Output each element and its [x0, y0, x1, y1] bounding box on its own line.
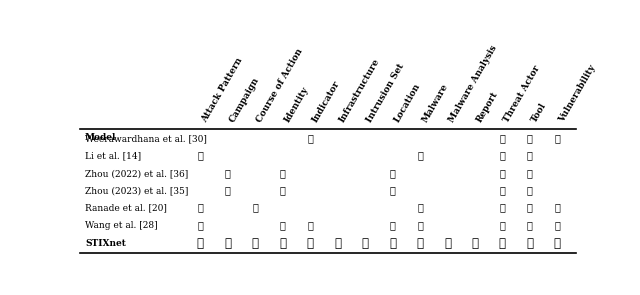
Text: ✓: ✓: [554, 134, 560, 143]
Text: ✓: ✓: [499, 237, 506, 250]
Text: ✓: ✓: [554, 221, 560, 230]
Text: ✓: ✓: [499, 221, 506, 230]
Text: ✓: ✓: [197, 151, 204, 160]
Text: ✓: ✓: [527, 169, 532, 178]
Text: Threat Actor: Threat Actor: [502, 64, 542, 124]
Text: ✓: ✓: [526, 237, 533, 250]
Text: ✓: ✓: [527, 204, 532, 213]
Text: Zhou (2022) et al. [36]: Zhou (2022) et al. [36]: [85, 169, 188, 178]
Text: Intrusion Set: Intrusion Set: [365, 62, 406, 124]
Text: ✓: ✓: [527, 134, 532, 143]
Text: ✓: ✓: [280, 186, 285, 195]
Text: Malware: Malware: [420, 82, 449, 124]
Text: ✓: ✓: [554, 237, 561, 250]
Text: ✓: ✓: [499, 204, 506, 213]
Text: Tool: Tool: [530, 101, 548, 124]
Text: Malware Analysis: Malware Analysis: [447, 44, 499, 124]
Text: ✓: ✓: [499, 134, 506, 143]
Text: Vulnerability: Vulnerability: [557, 63, 598, 124]
Text: Zhou (2023) et al. [35]: Zhou (2023) et al. [35]: [85, 186, 188, 195]
Text: ✓: ✓: [307, 237, 314, 250]
Text: Course of Action: Course of Action: [255, 47, 305, 124]
Text: ✓: ✓: [280, 169, 285, 178]
Text: ✓: ✓: [554, 204, 560, 213]
Text: Infrastructure: Infrastructure: [338, 57, 381, 124]
Text: ✓: ✓: [307, 134, 313, 143]
Text: ✓: ✓: [334, 237, 341, 250]
Text: ✓: ✓: [472, 237, 479, 250]
Text: ✓: ✓: [417, 204, 423, 213]
Text: ✓: ✓: [499, 186, 506, 195]
Text: ✓: ✓: [279, 237, 286, 250]
Text: ✓: ✓: [252, 237, 259, 250]
Text: ✓: ✓: [417, 237, 424, 250]
Text: ✓: ✓: [499, 151, 506, 160]
Text: Attack Pattern: Attack Pattern: [200, 56, 244, 124]
Text: ✓: ✓: [389, 237, 396, 250]
Text: Indicator: Indicator: [310, 79, 341, 124]
Text: ✓: ✓: [362, 237, 369, 250]
Text: Ranade et al. [20]: Ranade et al. [20]: [85, 204, 167, 213]
Text: ✓: ✓: [444, 237, 451, 250]
Text: Report: Report: [475, 90, 500, 124]
Text: ✓: ✓: [225, 169, 231, 178]
Text: ✓: ✓: [280, 221, 285, 230]
Text: ✓: ✓: [527, 186, 532, 195]
Text: Location: Location: [392, 82, 422, 124]
Text: Li et al. [14]: Li et al. [14]: [85, 151, 141, 160]
Text: ✓: ✓: [390, 221, 396, 230]
Text: Identity: Identity: [283, 85, 310, 124]
Text: ✓: ✓: [417, 151, 423, 160]
Text: ✓: ✓: [499, 169, 506, 178]
Text: Weerawardhana et al. [30]: Weerawardhana et al. [30]: [85, 134, 207, 143]
Text: ✓: ✓: [390, 169, 396, 178]
Text: ✓: ✓: [390, 186, 396, 195]
Text: ✓: ✓: [527, 221, 532, 230]
Text: ✓: ✓: [197, 204, 204, 213]
Text: ✓: ✓: [307, 221, 313, 230]
Text: Model: Model: [85, 133, 116, 142]
Text: ✓: ✓: [197, 221, 204, 230]
Text: STIXnet: STIXnet: [85, 239, 126, 248]
Text: Wang et al. [28]: Wang et al. [28]: [85, 221, 157, 230]
Text: ✓: ✓: [417, 221, 423, 230]
Text: Campaign: Campaign: [228, 76, 261, 124]
Text: ✓: ✓: [252, 204, 258, 213]
Text: ✓: ✓: [527, 151, 532, 160]
Text: ✓: ✓: [225, 186, 231, 195]
Text: ✓: ✓: [225, 237, 231, 250]
Text: ✓: ✓: [197, 237, 204, 250]
